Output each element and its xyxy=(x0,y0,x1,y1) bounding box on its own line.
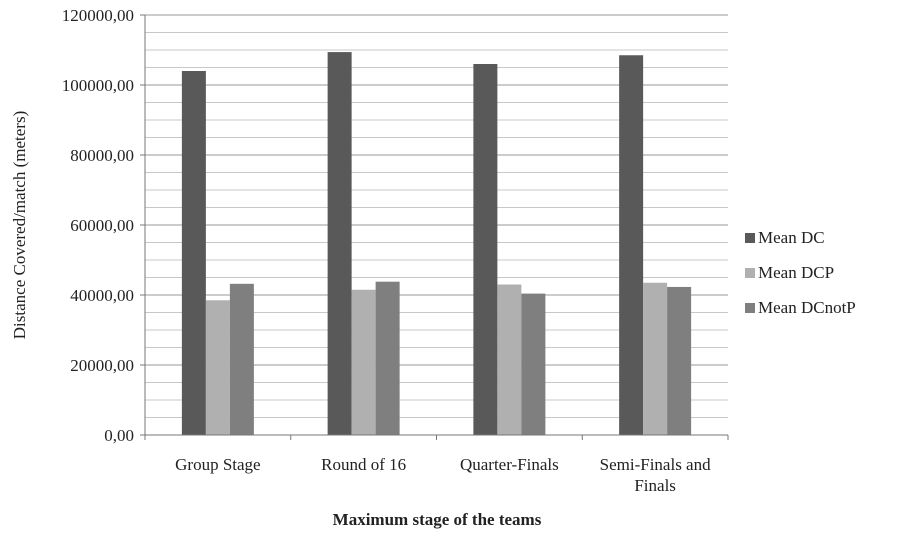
bar-mean-dcnotp xyxy=(521,293,546,435)
bar-mean-dc xyxy=(473,64,498,435)
y-axis-title: Distance Covered/match (meters) xyxy=(10,111,29,339)
y-tick-label: 60000,00 xyxy=(70,216,134,235)
x-axis-title: Maximum stage of the teams xyxy=(333,510,542,529)
bar-mean-dcp xyxy=(643,282,668,435)
bar-mean-dcp xyxy=(497,284,522,435)
axes xyxy=(140,14,729,440)
x-tick-label: Quarter-Finals xyxy=(460,455,559,474)
x-tick-label: Semi-Finals and Finals xyxy=(600,455,711,495)
bar-mean-dc xyxy=(327,52,352,435)
x-tick-labels: Group Stage Round of 16 Quarter-Finals Semi… xyxy=(175,455,711,495)
y-tick-label: 40000,00 xyxy=(70,286,134,305)
y-tick-label: 100000,00 xyxy=(62,76,134,95)
bar-mean-dcp xyxy=(351,289,376,435)
y-tick-labels: 0,00 20000,00 40000,00 60000,00 80000,00 1000… xyxy=(62,6,134,445)
bar-mean-dcnotp xyxy=(375,281,400,435)
legend-label: Mean DCP xyxy=(758,263,834,282)
legend-label: Mean DC xyxy=(758,228,825,247)
y-tick-label: 20000,00 xyxy=(70,356,134,375)
legend: Mean DC Mean DCP Mean DCnotP xyxy=(745,228,856,317)
bar-mean-dcnotp xyxy=(667,286,692,435)
x-tick-label: Round of 16 xyxy=(321,455,406,474)
y-tick-label: 80000,00 xyxy=(70,146,134,165)
bar-mean-dc xyxy=(181,71,206,435)
bar-mean-dcnotp xyxy=(229,283,254,435)
x-tick-label: Group Stage xyxy=(175,455,260,474)
bars xyxy=(181,52,692,435)
y-tick-label: 0,00 xyxy=(104,426,134,445)
legend-swatch xyxy=(745,303,755,313)
legend-swatch xyxy=(745,268,755,278)
bar-mean-dc xyxy=(619,55,644,435)
bar-mean-dcp xyxy=(205,300,230,435)
legend-label: Mean DCnotP xyxy=(758,298,856,317)
y-tick-label: 120000,00 xyxy=(62,6,134,25)
legend-swatch xyxy=(745,233,755,243)
